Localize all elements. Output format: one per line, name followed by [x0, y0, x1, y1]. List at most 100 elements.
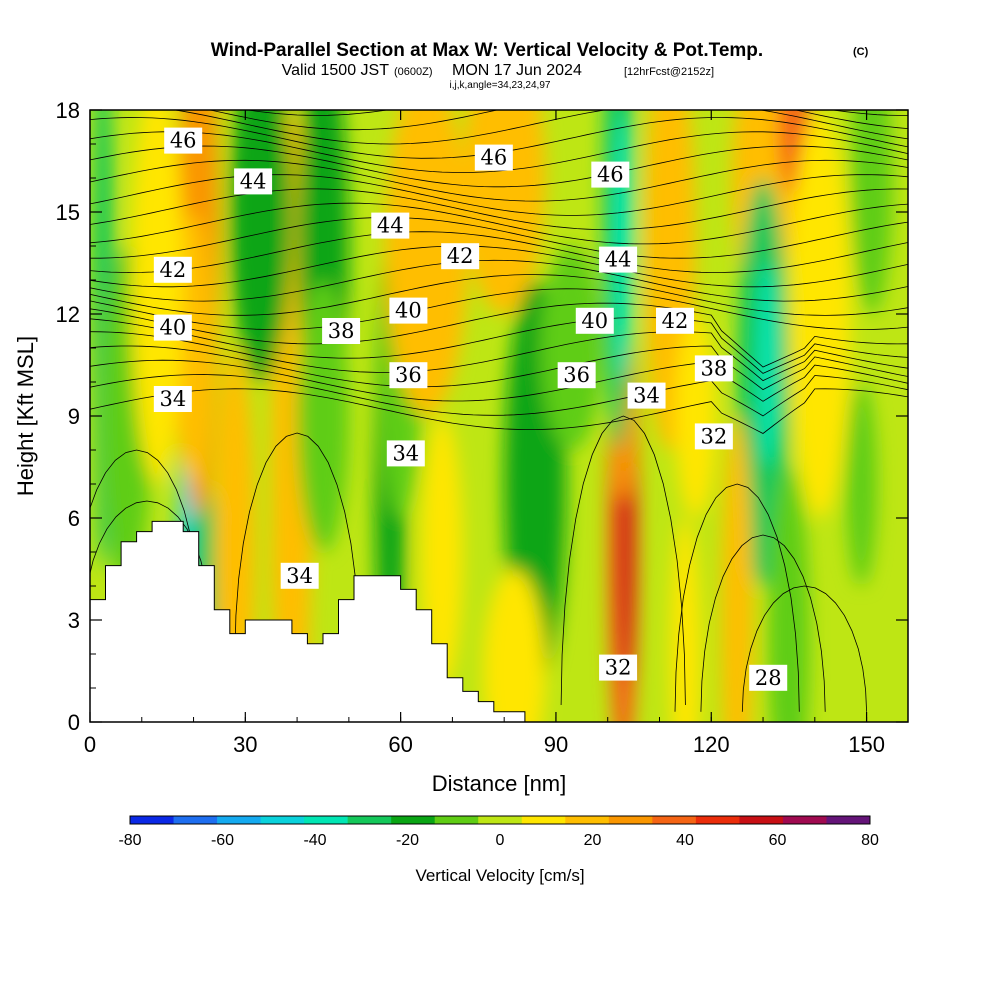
theta-contour-line	[90, 274, 908, 316]
contour-label-box	[389, 297, 428, 324]
contour-label-28: 28	[749, 664, 788, 691]
contour-label-40: 40	[389, 297, 428, 324]
theta-contour-line	[90, 202, 908, 245]
velocity-cell-36	[788, 110, 852, 518]
contour-label-text: 34	[633, 384, 660, 408]
x-tick-label: 0	[84, 732, 96, 757]
theta-contour-line	[560, 415, 686, 706]
theta-contour-line	[90, 259, 908, 302]
colorbar-tick-label: 60	[769, 832, 787, 849]
contour-label-box	[749, 664, 788, 691]
contour-label-text: 44	[605, 248, 632, 272]
theta-contour-line	[90, 288, 908, 331]
contour-label-box	[153, 314, 192, 341]
colorbar-swatch	[782, 816, 827, 824]
contour-label-32: 32	[599, 654, 638, 681]
y-tick-label: 3	[68, 608, 80, 633]
colorbar-swatch	[608, 816, 653, 824]
theta-contour-line	[90, 374, 908, 417]
contour-label-36: 36	[557, 362, 596, 389]
contour-label-40: 40	[575, 307, 614, 334]
contour-label-38: 38	[694, 355, 733, 382]
colorbar-tick-label: 0	[496, 832, 505, 849]
contour-label-box	[389, 362, 428, 389]
contour-label-text: 40	[395, 299, 422, 323]
contour-label-text: 46	[480, 146, 507, 170]
velocity-cell-28	[721, 416, 753, 722]
theta-contour-line	[90, 359, 908, 402]
theta-contour-line	[90, 159, 908, 202]
colorbar-tick-label: -60	[211, 832, 234, 849]
theta-contour-line	[172, 110, 908, 145]
x-tick-label: 90	[544, 732, 568, 757]
contour-label-box	[694, 423, 733, 450]
y-axis-label: Height [Kft MSL]	[13, 336, 38, 496]
contour-label-34: 34	[153, 386, 192, 412]
colorbar-swatch	[565, 816, 610, 824]
velocity-cell-37	[540, 246, 603, 450]
colorbar-tick-label: 20	[584, 832, 602, 849]
x-tick-label: 120	[693, 732, 730, 757]
x-axis-label: Distance [nm]	[432, 771, 567, 796]
colorbar-title: Vertical Velocity [cm/s]	[415, 866, 584, 885]
contour-label-40: 40	[153, 314, 192, 341]
theta-contour-line	[90, 174, 908, 216]
theta-contour-line	[741, 585, 867, 712]
theta-contour-line	[674, 483, 800, 712]
contour-label-box	[599, 654, 638, 681]
contour-label-text: 28	[755, 666, 782, 690]
contour-label-box	[153, 256, 192, 283]
contour-label-36: 36	[389, 362, 428, 389]
theta-contour-line	[90, 388, 908, 434]
theta-contour-line	[90, 302, 908, 368]
contour-label-box	[474, 144, 513, 171]
velocity-cell-26	[768, 467, 810, 722]
theta-contour-line	[90, 345, 908, 391]
contour-label-box	[575, 307, 614, 334]
x-tick-label: 30	[233, 732, 257, 757]
contour-label-text: 44	[240, 169, 267, 193]
y-tick-label: 6	[68, 506, 80, 531]
contour-label-box	[694, 355, 733, 382]
theta-contours	[90, 110, 908, 712]
contour-label-42: 42	[656, 307, 695, 334]
colorbar: -80 -60 -40 -20 0 20 40 60 80	[118, 815, 879, 849]
contour-label-text: 42	[447, 244, 474, 268]
contour-label-text: 42	[159, 258, 186, 282]
contour-label-box	[280, 562, 319, 589]
velocity-cell-31	[483, 569, 546, 722]
theta-contour-line	[90, 131, 908, 174]
contour-label-text: 40	[581, 309, 608, 333]
colorbar-swatch	[478, 816, 523, 824]
contour-label-text: 38	[328, 319, 355, 343]
contour-label-42: 42	[153, 256, 192, 283]
valid-date: MON 17 Jun 2024	[452, 62, 582, 79]
contour-label-46: 46	[164, 127, 203, 154]
terrain-mask	[90, 520, 526, 722]
x-axis: 0 30 60 90 120 150	[84, 110, 885, 757]
theta-contour-line	[700, 534, 826, 712]
contour-labels: 46 46 46 44 44 44 42 42 42 40 40 40 38 38 36 36 34 34 34 34…	[153, 127, 788, 691]
contour-label-box	[441, 243, 480, 270]
x-tick-label: 60	[388, 732, 412, 757]
y-tick-label: 15	[56, 200, 80, 225]
velocity-cell-13	[385, 110, 468, 416]
theta-contour-line	[90, 231, 908, 273]
contour-label-38: 38	[322, 318, 361, 344]
valid-time-utc: (0600Z)	[394, 66, 433, 78]
y-tick-label: 12	[56, 302, 80, 327]
contour-label-box	[599, 246, 638, 273]
colorbar-swatch	[695, 816, 740, 824]
contour-label-box	[386, 440, 425, 467]
theta-contour-line	[208, 110, 908, 131]
colorbar-swatch	[217, 816, 262, 824]
contour-label-34: 34	[386, 440, 425, 467]
contour-label-box	[164, 127, 203, 154]
colorbar-swatch	[434, 816, 479, 824]
contour-label-box	[153, 386, 192, 412]
colorbar-swatch	[347, 816, 392, 824]
colorbar-swatch	[260, 816, 305, 824]
contour-label-34: 34	[627, 382, 666, 409]
